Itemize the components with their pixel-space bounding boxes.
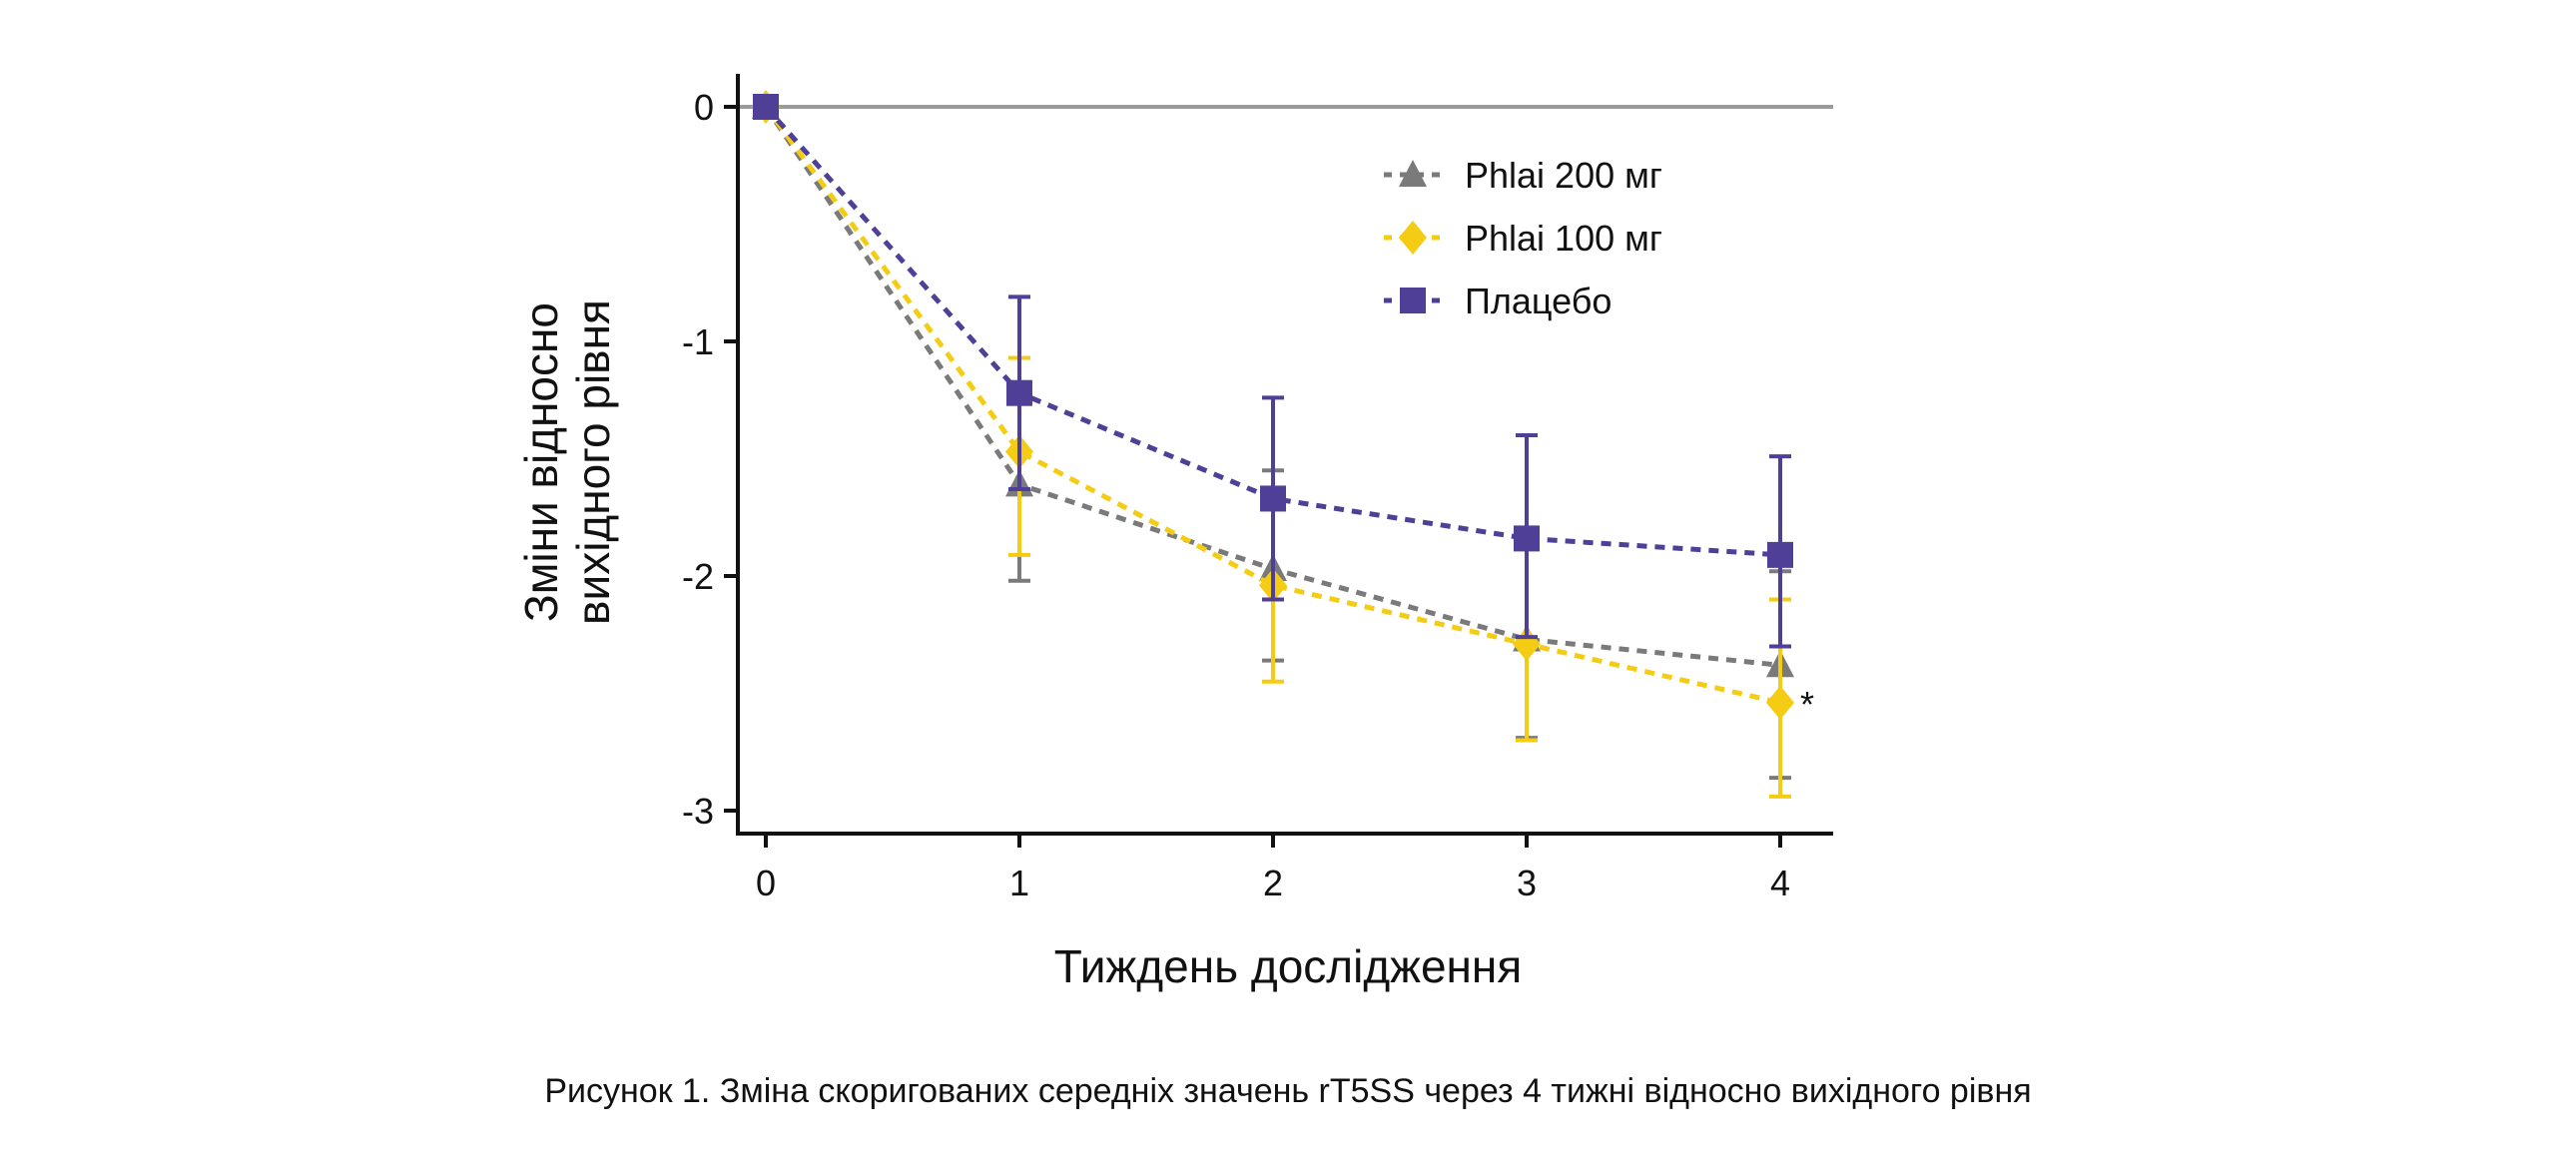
legend-label: Плацебо (1465, 281, 1611, 321)
y-axis-title: Зміни відносно вихідного рівня (515, 299, 619, 625)
y-axis-title-line-1: Зміни відносно (515, 302, 567, 622)
data-point-плацебо (1767, 541, 1793, 568)
series-layer: * (752, 90, 1814, 799)
legend: Phlai 200 мг Phlai 100 мг Плацебо (1384, 155, 1662, 321)
data-point-плацебо (753, 94, 779, 120)
y-axis-title-line-2: вихідного рівня (567, 299, 619, 625)
series-line-phlai-100-мг (763, 105, 1781, 706)
x-tick-label: 4 (1770, 863, 1790, 903)
x-axis-title: Тиждень дослідження (1054, 940, 1523, 992)
data-point-phlai-100-мг (1766, 685, 1794, 720)
legend-marker-square (1400, 288, 1426, 313)
data-point-плацебо (1260, 485, 1286, 512)
legend-marker-triangle (1399, 160, 1427, 187)
legend-item-плацебо: Плацебо (1384, 281, 1611, 321)
axes: 0 -1 -2 -3 0 1 2 3 4 (682, 74, 1833, 903)
x-tick-label: 3 (1517, 863, 1537, 903)
y-tick-label: -3 (682, 791, 714, 832)
y-tick-label: -1 (682, 321, 714, 362)
significance-annotation: * (1800, 684, 1814, 725)
y-tick-label: 0 (694, 87, 714, 128)
legend-item-phlai-200-мг: Phlai 200 мг (1384, 155, 1662, 196)
x-tick-label: 2 (1263, 863, 1283, 903)
data-point-плацебо (1514, 525, 1540, 552)
figure-caption: Рисунок 1. Зміна скоригованих середніх з… (544, 1072, 2031, 1110)
legend-marker-diamond (1399, 221, 1427, 255)
data-point-плацебо (1006, 379, 1032, 406)
x-tick-label: 1 (1009, 863, 1029, 903)
x-tick-label: 0 (756, 863, 776, 903)
legend-item-phlai-100-мг: Phlai 100 мг (1384, 218, 1662, 259)
series-плацебо (753, 94, 1793, 649)
legend-label: Phlai 100 мг (1465, 218, 1662, 259)
legend-label: Phlai 200 мг (1465, 155, 1662, 196)
series-line-плацебо (764, 105, 1781, 558)
y-tick-label: -2 (682, 556, 714, 597)
